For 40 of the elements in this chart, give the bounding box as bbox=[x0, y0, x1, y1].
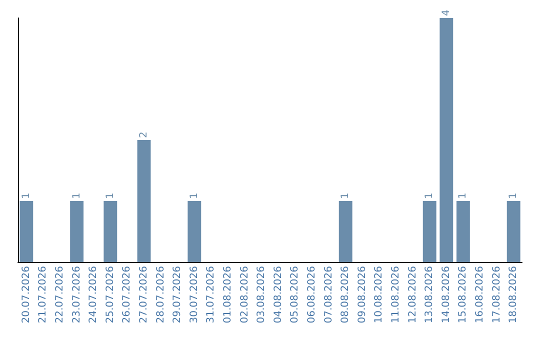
x-tick-label: 30.07.2026 bbox=[188, 266, 200, 324]
x-tick-label: 10.08.2026 bbox=[374, 266, 385, 324]
x-tick-label: 01.08.2026 bbox=[222, 266, 234, 324]
x-tick-label: 13.08.2026 bbox=[424, 266, 436, 324]
x-tick-label: 07.08.2026 bbox=[323, 266, 334, 324]
data-label: 1 bbox=[20, 192, 32, 199]
x-tick-label: 04.08.2026 bbox=[272, 266, 284, 324]
x-tick-label: 14.08.2026 bbox=[440, 266, 452, 324]
x-tick-label: 11.08.2026 bbox=[390, 266, 402, 324]
x-tick-label: 09.08.2026 bbox=[356, 266, 368, 324]
x-tick-label: 02.08.2026 bbox=[239, 266, 250, 324]
data-label: 1 bbox=[340, 192, 352, 199]
x-tick-label: 22.07.2026 bbox=[54, 266, 66, 324]
data-label: 4 bbox=[440, 10, 452, 16]
x-tick-label: 31.07.2026 bbox=[206, 266, 217, 324]
x-tick-label: 26.07.2026 bbox=[122, 266, 133, 324]
x-tick-label: 20.07.2026 bbox=[20, 266, 32, 324]
data-label: 1 bbox=[71, 192, 82, 199]
data-label: 1 bbox=[104, 192, 116, 199]
x-tick-label: 15.08.2026 bbox=[458, 266, 469, 324]
x-tick-label: 08.08.2026 bbox=[340, 266, 352, 324]
data-label: 1 bbox=[424, 192, 436, 199]
x-tick-label: 23.07.2026 bbox=[71, 266, 82, 324]
data-label: 1 bbox=[458, 192, 469, 199]
data-label: 2 bbox=[138, 132, 150, 138]
data-label: 1 bbox=[508, 192, 520, 199]
x-tick-label: 27.07.2026 bbox=[138, 266, 150, 324]
x-tick-label: 16.08.2026 bbox=[474, 266, 486, 324]
x-tick-label: 05.08.2026 bbox=[290, 266, 301, 324]
x-tick-label: 28.07.2026 bbox=[155, 266, 166, 324]
x-tick-label: 21.07.2026 bbox=[38, 266, 49, 324]
x-tick-label: 18.08.2026 bbox=[508, 266, 520, 324]
x-tick-label: 17.08.2026 bbox=[491, 266, 502, 324]
data-label: 1 bbox=[188, 192, 200, 199]
x-tick-label: 24.07.2026 bbox=[88, 266, 100, 324]
x-tick-label: 12.08.2026 bbox=[407, 266, 418, 324]
x-tick-label: 06.08.2026 bbox=[306, 266, 318, 324]
x-tick-label: 03.08.2026 bbox=[256, 266, 268, 324]
x-tick-label: 25.07.2026 bbox=[104, 266, 116, 324]
x-tick-label: 29.07.2026 bbox=[172, 266, 184, 324]
